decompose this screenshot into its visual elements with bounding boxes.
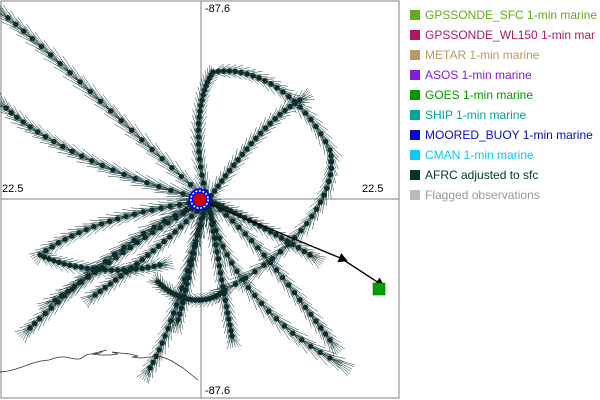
svg-text:Flagged observations: Flagged observations	[425, 188, 540, 202]
svg-text:GPSSONDE_SFC 1-min marine: GPSSONDE_SFC 1-min marine	[425, 8, 597, 22]
svg-text:-87.6: -87.6	[205, 385, 230, 397]
svg-text:22.5: 22.5	[362, 183, 383, 195]
svg-text:ASOS 1-min marine: ASOS 1-min marine	[425, 68, 532, 82]
svg-text:MOORED_BUOY 1-min marine: MOORED_BUOY 1-min marine	[425, 128, 593, 142]
svg-text:GOES 1-min marine: GOES 1-min marine	[425, 88, 533, 102]
svg-text:-87.6: -87.6	[205, 3, 230, 15]
svg-text:GPSSONDE_WL150 1-min mar: GPSSONDE_WL150 1-min mar	[425, 28, 595, 42]
svg-text:22.5: 22.5	[2, 183, 23, 195]
svg-text:AFRC adjusted to sfc: AFRC adjusted to sfc	[425, 168, 538, 182]
svg-text:CMAN 1-min marine: CMAN 1-min marine	[425, 148, 534, 162]
svg-text:SHIP 1-min marine: SHIP 1-min marine	[425, 108, 526, 122]
svg-text:METAR 1-min marine: METAR 1-min marine	[425, 48, 540, 62]
